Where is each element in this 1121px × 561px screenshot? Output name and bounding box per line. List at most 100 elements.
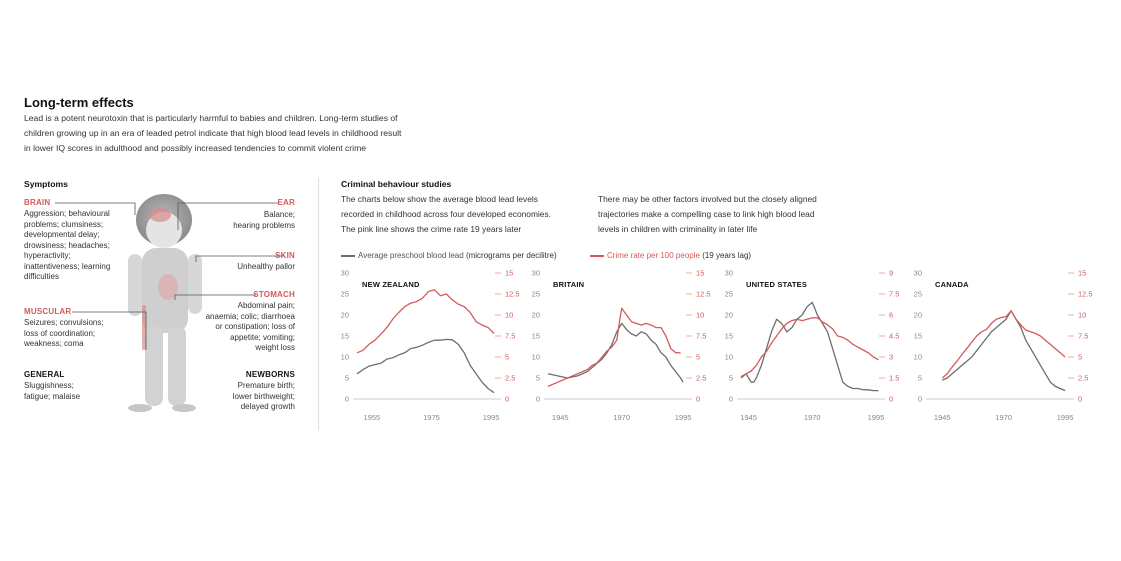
y-tick-label-left: 5 <box>345 374 349 383</box>
x-tick-label: 1970 <box>613 413 630 422</box>
stomach-highlight <box>158 274 178 300</box>
y-tick-label-left: 30 <box>532 269 540 278</box>
y-tick-label-left: 25 <box>725 290 733 299</box>
y-tick-label-left: 20 <box>914 311 922 320</box>
newborns-line: lower birthweight; <box>232 391 295 401</box>
criminal-text-col2: levels in children with criminality in l… <box>598 224 758 234</box>
right-foot-shape <box>172 404 196 412</box>
intro-line-3: in lower IQ scores in adulthood and poss… <box>24 143 367 153</box>
ear-label: EAR <box>277 198 295 207</box>
general-description: Sluggishness; fatigue; malaise <box>24 381 80 402</box>
brain-label: BRAIN <box>24 198 51 207</box>
x-tick-label: 1970 <box>995 413 1012 422</box>
stomach-line: or constipation; loss of <box>215 322 295 331</box>
stomach-line: anaemia; colic; diarrhoea <box>205 311 295 321</box>
y-tick-label-left: 10 <box>532 353 540 362</box>
y-tick-label-left: 30 <box>725 269 733 278</box>
chart-title: CANADA <box>935 280 969 289</box>
y-tick-label-right: 7.5 <box>505 332 515 341</box>
ear-line: Balance; <box>263 210 295 219</box>
y-tick-label-right: 10 <box>505 311 513 320</box>
x-tick-label: 1975 <box>423 413 440 422</box>
muscular-connector <box>72 311 147 350</box>
right-arm-shape <box>188 254 202 314</box>
y-tick-label-right: 7.5 <box>889 290 899 299</box>
crime-rate-line <box>356 289 495 354</box>
skin-label: SKIN <box>275 251 295 260</box>
y-tick-label-right: 7.5 <box>1078 332 1088 341</box>
y-tick-label-left: 20 <box>341 311 349 320</box>
general-line: fatigue; malaise <box>24 391 81 401</box>
legend-lead-unit: (micrograms per decilitre) <box>465 251 557 260</box>
general-label: GENERAL <box>24 370 65 379</box>
y-tick-label-left: 20 <box>725 311 733 320</box>
symptoms-heading: Symptoms <box>24 179 68 189</box>
blood-lead-line <box>942 310 1066 392</box>
criminal-text-col1: recorded in childhood across four develo… <box>341 209 551 219</box>
child-figure-illustration <box>128 194 202 412</box>
y-tick-label-right: 6 <box>889 311 893 320</box>
brain-line: inattentiveness; learning <box>24 261 111 271</box>
y-tick-label-right: 2.5 <box>696 374 706 383</box>
page-title: Long-term effects <box>24 95 134 110</box>
y-tick-label-left: 10 <box>725 353 733 362</box>
stomach-line: weight loss <box>255 343 295 352</box>
chart-title: UNITED STATES <box>746 280 807 289</box>
y-tick-label-left: 15 <box>341 332 349 341</box>
skin-line: Unhealthy pallor <box>237 262 295 271</box>
legend-crime: Crime rate per 100 people (19 years lag) <box>590 251 751 260</box>
general-line: Sluggishness; <box>24 381 74 390</box>
x-tick-label: 1995 <box>1057 413 1074 422</box>
y-tick-label-right: 2.5 <box>505 374 515 383</box>
skin-connector <box>195 255 284 262</box>
skin-description: Unhealthy pallor <box>185 262 295 273</box>
y-tick-label-left: 25 <box>341 290 349 299</box>
criminal-text-col1: The pink line shows the crime rate 19 ye… <box>341 224 522 234</box>
legend-crime-label: Crime rate per 100 people <box>607 251 700 260</box>
y-tick-label-right: 5 <box>505 353 509 362</box>
y-tick-label-left: 20 <box>532 311 540 320</box>
y-tick-label-left: 15 <box>532 332 540 341</box>
legend-crime-unit: (19 years lag) <box>702 251 752 260</box>
y-tick-label-right: 0 <box>1078 395 1082 404</box>
right-leg-shape <box>168 326 186 406</box>
y-tick-label-right: 7.5 <box>696 332 706 341</box>
x-tick-label: 1945 <box>552 413 569 422</box>
symptom-connectors <box>55 202 284 350</box>
y-tick-label-left: 5 <box>536 374 540 383</box>
blood-lead-line <box>547 322 684 383</box>
newborns-description: Premature birth; lower birthweight; dela… <box>185 381 295 413</box>
stomach-description: Abdominal pain; anaemia; colic; diarrhoe… <box>175 301 295 354</box>
brain-connector <box>55 202 136 215</box>
blood-lead-line <box>356 338 495 394</box>
y-tick-label-right: 15 <box>1078 269 1086 278</box>
y-tick-label-right: 9 <box>889 269 893 278</box>
intro-line-2: children growing up in an era of leaded … <box>24 128 402 138</box>
brain-line: problems; clumsiness; <box>24 219 104 229</box>
x-tick-label: 1945 <box>740 413 757 422</box>
y-tick-label-right: 0 <box>505 395 509 404</box>
y-tick-label-right: 5 <box>696 353 700 362</box>
brain-line: Aggression; behavioural <box>24 209 110 218</box>
y-tick-label-right: 12.5 <box>1078 290 1093 299</box>
crime-rate-line <box>547 307 681 387</box>
y-tick-label-left: 5 <box>729 374 733 383</box>
ear-description: Balance; hearing problems <box>185 210 295 231</box>
ear-connector <box>177 202 278 230</box>
criminal-text-col2: trajectories make a compelling case to l… <box>598 209 815 219</box>
y-tick-label-right: 15 <box>505 269 513 278</box>
y-tick-label-right: 1.5 <box>889 374 899 383</box>
y-tick-label-left: 0 <box>918 395 922 404</box>
left-arm-shape <box>128 254 142 316</box>
y-tick-label-right: 0 <box>696 395 700 404</box>
stomach-line: Abdominal pain; <box>237 301 295 310</box>
stomach-line: appetite; vomiting; <box>230 332 295 342</box>
y-tick-label-right: 0 <box>889 395 893 404</box>
newborns-label: NEWBORNS <box>245 370 295 379</box>
brain-line: developmental delay; <box>24 230 100 239</box>
y-tick-label-right: 5 <box>1078 353 1082 362</box>
crime-rate-line <box>740 317 879 378</box>
chart-title: NEW ZEALAND <box>362 280 420 289</box>
section-divider <box>318 178 319 430</box>
criminal-heading: Criminal behaviour studies <box>341 179 452 189</box>
